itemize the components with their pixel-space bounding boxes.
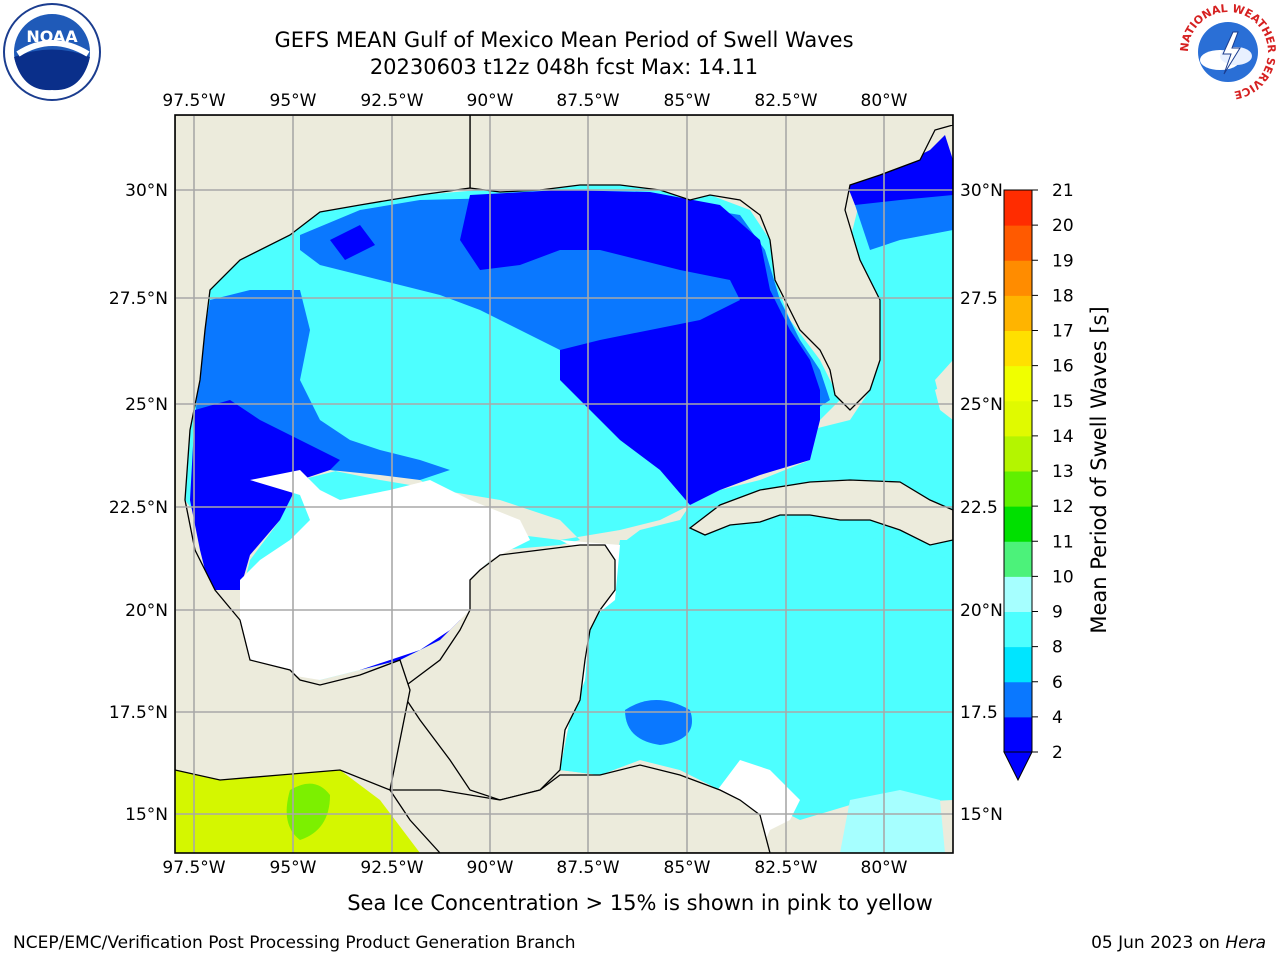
land-florida bbox=[469, 115, 953, 411]
colorbar-tick-label: 9 bbox=[1052, 603, 1063, 623]
colorbar-tick-label: 6 bbox=[1052, 673, 1063, 693]
lon-label-bottom: 92.5°W bbox=[360, 858, 423, 878]
water-deep-blue-east-gulf bbox=[460, 190, 820, 505]
footer-date-text: 05 Jun 2023 on bbox=[1091, 933, 1220, 953]
noaa-logo-text: NOAA bbox=[26, 27, 78, 46]
colorbar-tick-label: 14 bbox=[1052, 427, 1074, 447]
lat-label-left: 27.5°N bbox=[109, 289, 168, 309]
footer-date: 05 Jun 2023 on Hera bbox=[1091, 933, 1266, 953]
colorbar-tick-label: 18 bbox=[1052, 286, 1074, 306]
map-frame bbox=[174, 114, 954, 854]
lon-label-top: 85°W bbox=[664, 91, 711, 111]
lon-label-top: 97.5°W bbox=[162, 91, 225, 111]
chart-title: GEFS MEAN Gulf of Mexico Mean Period of … bbox=[274, 28, 854, 52]
pacific-water-green bbox=[286, 783, 330, 840]
noaa-logo: NOAA bbox=[3, 3, 101, 101]
longitude-labels-top: 97.5°W 95°W 92.5°W 90°W 87.5°W 85°W 82.5… bbox=[162, 91, 907, 111]
water-deep-blue-north-patch bbox=[330, 225, 375, 260]
graticule bbox=[175, 115, 953, 853]
colorbar-swatch bbox=[1004, 365, 1032, 402]
lat-label-left: 22.5°N bbox=[109, 498, 168, 518]
lon-label-bottom: 82.5°W bbox=[754, 858, 817, 878]
lon-label-top: 90°W bbox=[467, 91, 514, 111]
colorbar-tick-label: 21 bbox=[1052, 181, 1074, 201]
water-deep-blue-west-gulf bbox=[190, 400, 340, 590]
colorbar-tick-label: 10 bbox=[1052, 567, 1074, 587]
sea-ice-note: Sea Ice Concentration > 15% is shown in … bbox=[347, 891, 933, 915]
lon-label-bottom: 95°W bbox=[270, 858, 317, 878]
lon-label-bottom: 90°W bbox=[467, 858, 514, 878]
lat-label-right: 30°N bbox=[960, 181, 1003, 201]
longitude-labels-bottom: 97.5°W 95°W 92.5°W 90°W 87.5°W 85°W 82.5… bbox=[162, 858, 907, 878]
lon-label-bottom: 97.5°W bbox=[162, 858, 225, 878]
colorbar-swatch bbox=[1004, 435, 1032, 472]
land-cuba bbox=[688, 479, 953, 546]
colorbar-swatch bbox=[1004, 611, 1032, 648]
colorbar-tick-label: 12 bbox=[1052, 497, 1074, 517]
latitude-labels-right: 30°N 27.5 25°N 22.5 20°N 17.5 15°N bbox=[960, 181, 1003, 825]
map-area bbox=[175, 115, 953, 853]
lon-label-bottom: 87.5°W bbox=[556, 858, 619, 878]
lon-label-bottom: 85°W bbox=[664, 858, 711, 878]
colorbar-swatch bbox=[1004, 646, 1032, 683]
colorbar-tick-label: 17 bbox=[1052, 322, 1074, 342]
lon-label-bottom: 80°W bbox=[861, 858, 908, 878]
lon-label-top: 87.5°W bbox=[556, 91, 619, 111]
lat-label-right: 27.5 bbox=[960, 289, 998, 309]
colorbar: 2 4 6 8 9 10 11 12 13 14 15 16 17 18 19 20 21 bbox=[1003, 181, 1074, 782]
footer-credit: NCEP/EMC/Verification Post Processing Pr… bbox=[13, 933, 576, 953]
lat-label-right: 25°N bbox=[960, 395, 1003, 415]
colorbar-swatch bbox=[1004, 190, 1032, 226]
lat-label-left: 25°N bbox=[125, 395, 168, 415]
latitude-labels-left: 30°N 27.5°N 25°N 22.5°N 20°N 17.5°N 15°N bbox=[109, 181, 168, 825]
colorbar-tick-label: 2 bbox=[1052, 743, 1063, 763]
lat-label-left: 15°N bbox=[125, 805, 168, 825]
no-data-mexico bbox=[240, 470, 530, 680]
colorbar-swatch bbox=[1004, 260, 1032, 296]
colorbar-tick-label: 20 bbox=[1052, 216, 1074, 236]
chart-subtitle: 20230603 t12z 048h fcst Max: 14.11 bbox=[369, 55, 759, 79]
colorbar-swatch bbox=[1004, 295, 1032, 331]
water-light-cyan-south bbox=[840, 790, 945, 853]
lon-label-top: 95°W bbox=[270, 91, 317, 111]
colorbar-tick-label: 4 bbox=[1052, 708, 1063, 728]
lat-label-left: 17.5°N bbox=[109, 703, 168, 723]
lat-label-left: 20°N bbox=[125, 601, 168, 621]
colorbar-swatch bbox=[1004, 541, 1032, 577]
lat-label-right: 17.5 bbox=[960, 703, 998, 723]
colorbar-tick-label: 13 bbox=[1052, 462, 1074, 482]
colorbar-swatch bbox=[1004, 330, 1032, 367]
land-bahamas bbox=[935, 380, 953, 420]
colorbar-swatch bbox=[1004, 471, 1032, 507]
colorbar-tick-label: 19 bbox=[1052, 251, 1074, 271]
colorbar-tick-label: 11 bbox=[1052, 532, 1074, 552]
colorbar-tick-label: 15 bbox=[1052, 392, 1074, 412]
nws-logo: NATIONAL WEATHER SERVICE bbox=[1178, 2, 1278, 101]
lat-label-left: 30°N bbox=[125, 181, 168, 201]
colorbar-swatch bbox=[1004, 400, 1032, 437]
colorbar-tick-label: 16 bbox=[1052, 357, 1074, 377]
footer-host: Hera bbox=[1225, 933, 1266, 953]
colorbar-swatch bbox=[1004, 681, 1032, 718]
land-us-texas bbox=[175, 115, 471, 791]
colorbar-swatch bbox=[1004, 576, 1032, 612]
colorbar-label: Mean Period of Swell Waves [s] bbox=[1087, 306, 1111, 633]
colorbar-swatch bbox=[1004, 716, 1032, 753]
colorbar-swatch bbox=[1004, 225, 1032, 261]
colorbar-tick-label: 8 bbox=[1052, 638, 1063, 658]
land-central-america bbox=[388, 764, 771, 853]
lat-label-right: 22.5 bbox=[960, 498, 998, 518]
colorbar-extend-triangle bbox=[1003, 751, 1033, 782]
lat-label-right: 20°N bbox=[960, 601, 1003, 621]
water-deep-blue-florida bbox=[845, 135, 953, 205]
colorbar-swatch bbox=[1004, 506, 1032, 542]
lon-label-top: 82.5°W bbox=[754, 91, 817, 111]
lon-label-top: 80°W bbox=[861, 91, 908, 111]
lon-label-top: 92.5°W bbox=[360, 91, 423, 111]
lat-label-right: 15°N bbox=[960, 805, 1003, 825]
